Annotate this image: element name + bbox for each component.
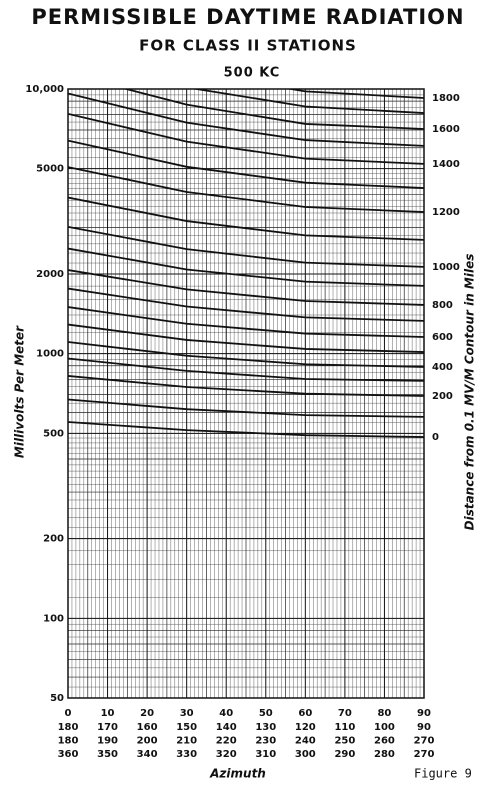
azimuth-label: 290 [334, 749, 355, 760]
x-tick-label: 0 [65, 708, 72, 719]
x-tick-label: 30 [180, 708, 194, 719]
y2-tick-label: 1800 [432, 93, 460, 104]
azimuth-label: 320 [216, 749, 237, 760]
y2-axis-label: Distance from 0.1 MV/M Contour in Miles [463, 254, 477, 531]
y2-tick-label: 400 [432, 362, 453, 373]
azimuth-label: 210 [176, 736, 197, 747]
x-tick-label: 70 [338, 708, 352, 719]
x-tick-label: 50 [259, 708, 273, 719]
curve [68, 421, 424, 438]
curve [68, 398, 424, 418]
azimuth-label: 270 [414, 749, 435, 760]
y-tick-label: 200 [43, 534, 64, 545]
y2-tick-label: 1200 [432, 207, 460, 218]
azimuth-label: 280 [374, 749, 395, 760]
x-tick-label: 90 [417, 708, 431, 719]
y2-tick-label: 600 [432, 332, 453, 343]
curve [68, 341, 424, 368]
x-tick-label: 20 [140, 708, 154, 719]
x-tick-label: 10 [101, 708, 115, 719]
azimuth-label: 350 [97, 749, 118, 760]
x-tick-label: 40 [219, 708, 233, 719]
curve [68, 323, 424, 353]
y-tick-label: 5000 [36, 164, 64, 175]
curve [68, 92, 424, 147]
y-tick-label: 100 [43, 613, 64, 624]
azimuth-label: 230 [255, 736, 276, 747]
azimuth-label: 170 [97, 722, 118, 733]
y2-tick-label: 0 [432, 432, 439, 443]
azimuth-label: 260 [374, 736, 395, 747]
y2-tick-label: 1600 [432, 124, 460, 135]
y-tick-label: 1000 [36, 349, 64, 360]
azimuth-label: 130 [255, 722, 276, 733]
azimuth-label: 120 [295, 722, 316, 733]
figure-label: Figure 9 [414, 767, 472, 781]
y-axis-label: Millivolts Per Meter [13, 325, 27, 458]
azimuth-label: 100 [374, 722, 395, 733]
azimuth-label: 180 [58, 722, 79, 733]
frequency-label: 500 KC [224, 66, 281, 81]
azimuth-label: 250 [334, 736, 355, 747]
azimuth-label: 220 [216, 736, 237, 747]
curve [68, 269, 424, 306]
curve [68, 166, 424, 213]
curve [190, 89, 424, 114]
azimuth-label: 310 [255, 749, 276, 760]
y2-tick-label: 200 [432, 391, 453, 402]
curves [68, 89, 424, 438]
curve [68, 375, 424, 397]
curve [68, 357, 424, 382]
curve [285, 89, 424, 99]
y-tick-label: 500 [43, 428, 64, 439]
azimuth-label: 240 [295, 736, 316, 747]
y2-tick-label: 1400 [432, 159, 460, 170]
azimuth-label: 160 [137, 722, 158, 733]
curve [68, 112, 424, 165]
azimuth-label: 300 [295, 749, 316, 760]
azimuth-label: 360 [58, 749, 79, 760]
x-axis-label: Azimuth [209, 767, 266, 781]
azimuth-label: 200 [137, 736, 158, 747]
azimuth-label: 140 [216, 722, 237, 733]
azimuth-label: 340 [137, 749, 158, 760]
grid [67, 88, 425, 699]
y-tick-label: 2000 [36, 269, 64, 280]
azimuth-label: 180 [58, 736, 79, 747]
y2-tick-label: 1000 [432, 262, 460, 273]
curve [68, 247, 424, 287]
x-tick-label: 60 [298, 708, 312, 719]
plot-frame [67, 88, 425, 699]
chart-subtitle: FOR CLASS II STATIONS [139, 37, 357, 55]
chart-title: PERMISSIBLE DAYTIME RADIATION [31, 5, 464, 29]
x-tick-label: 80 [377, 708, 391, 719]
curve [68, 226, 424, 268]
azimuth-label: 330 [176, 749, 197, 760]
azimuth-label: 90 [417, 722, 431, 733]
azimuth-label: 270 [414, 736, 435, 747]
curve [68, 196, 424, 241]
curve [68, 139, 424, 189]
azimuth-label: 150 [176, 722, 197, 733]
y-tick-label: 10,000 [25, 84, 64, 95]
azimuth-label: 110 [334, 722, 355, 733]
azimuth-label: 190 [97, 736, 118, 747]
curve [68, 287, 424, 322]
y-tick-label: 50 [50, 693, 64, 704]
curve [68, 306, 424, 338]
y2-tick-label: 800 [432, 300, 453, 311]
